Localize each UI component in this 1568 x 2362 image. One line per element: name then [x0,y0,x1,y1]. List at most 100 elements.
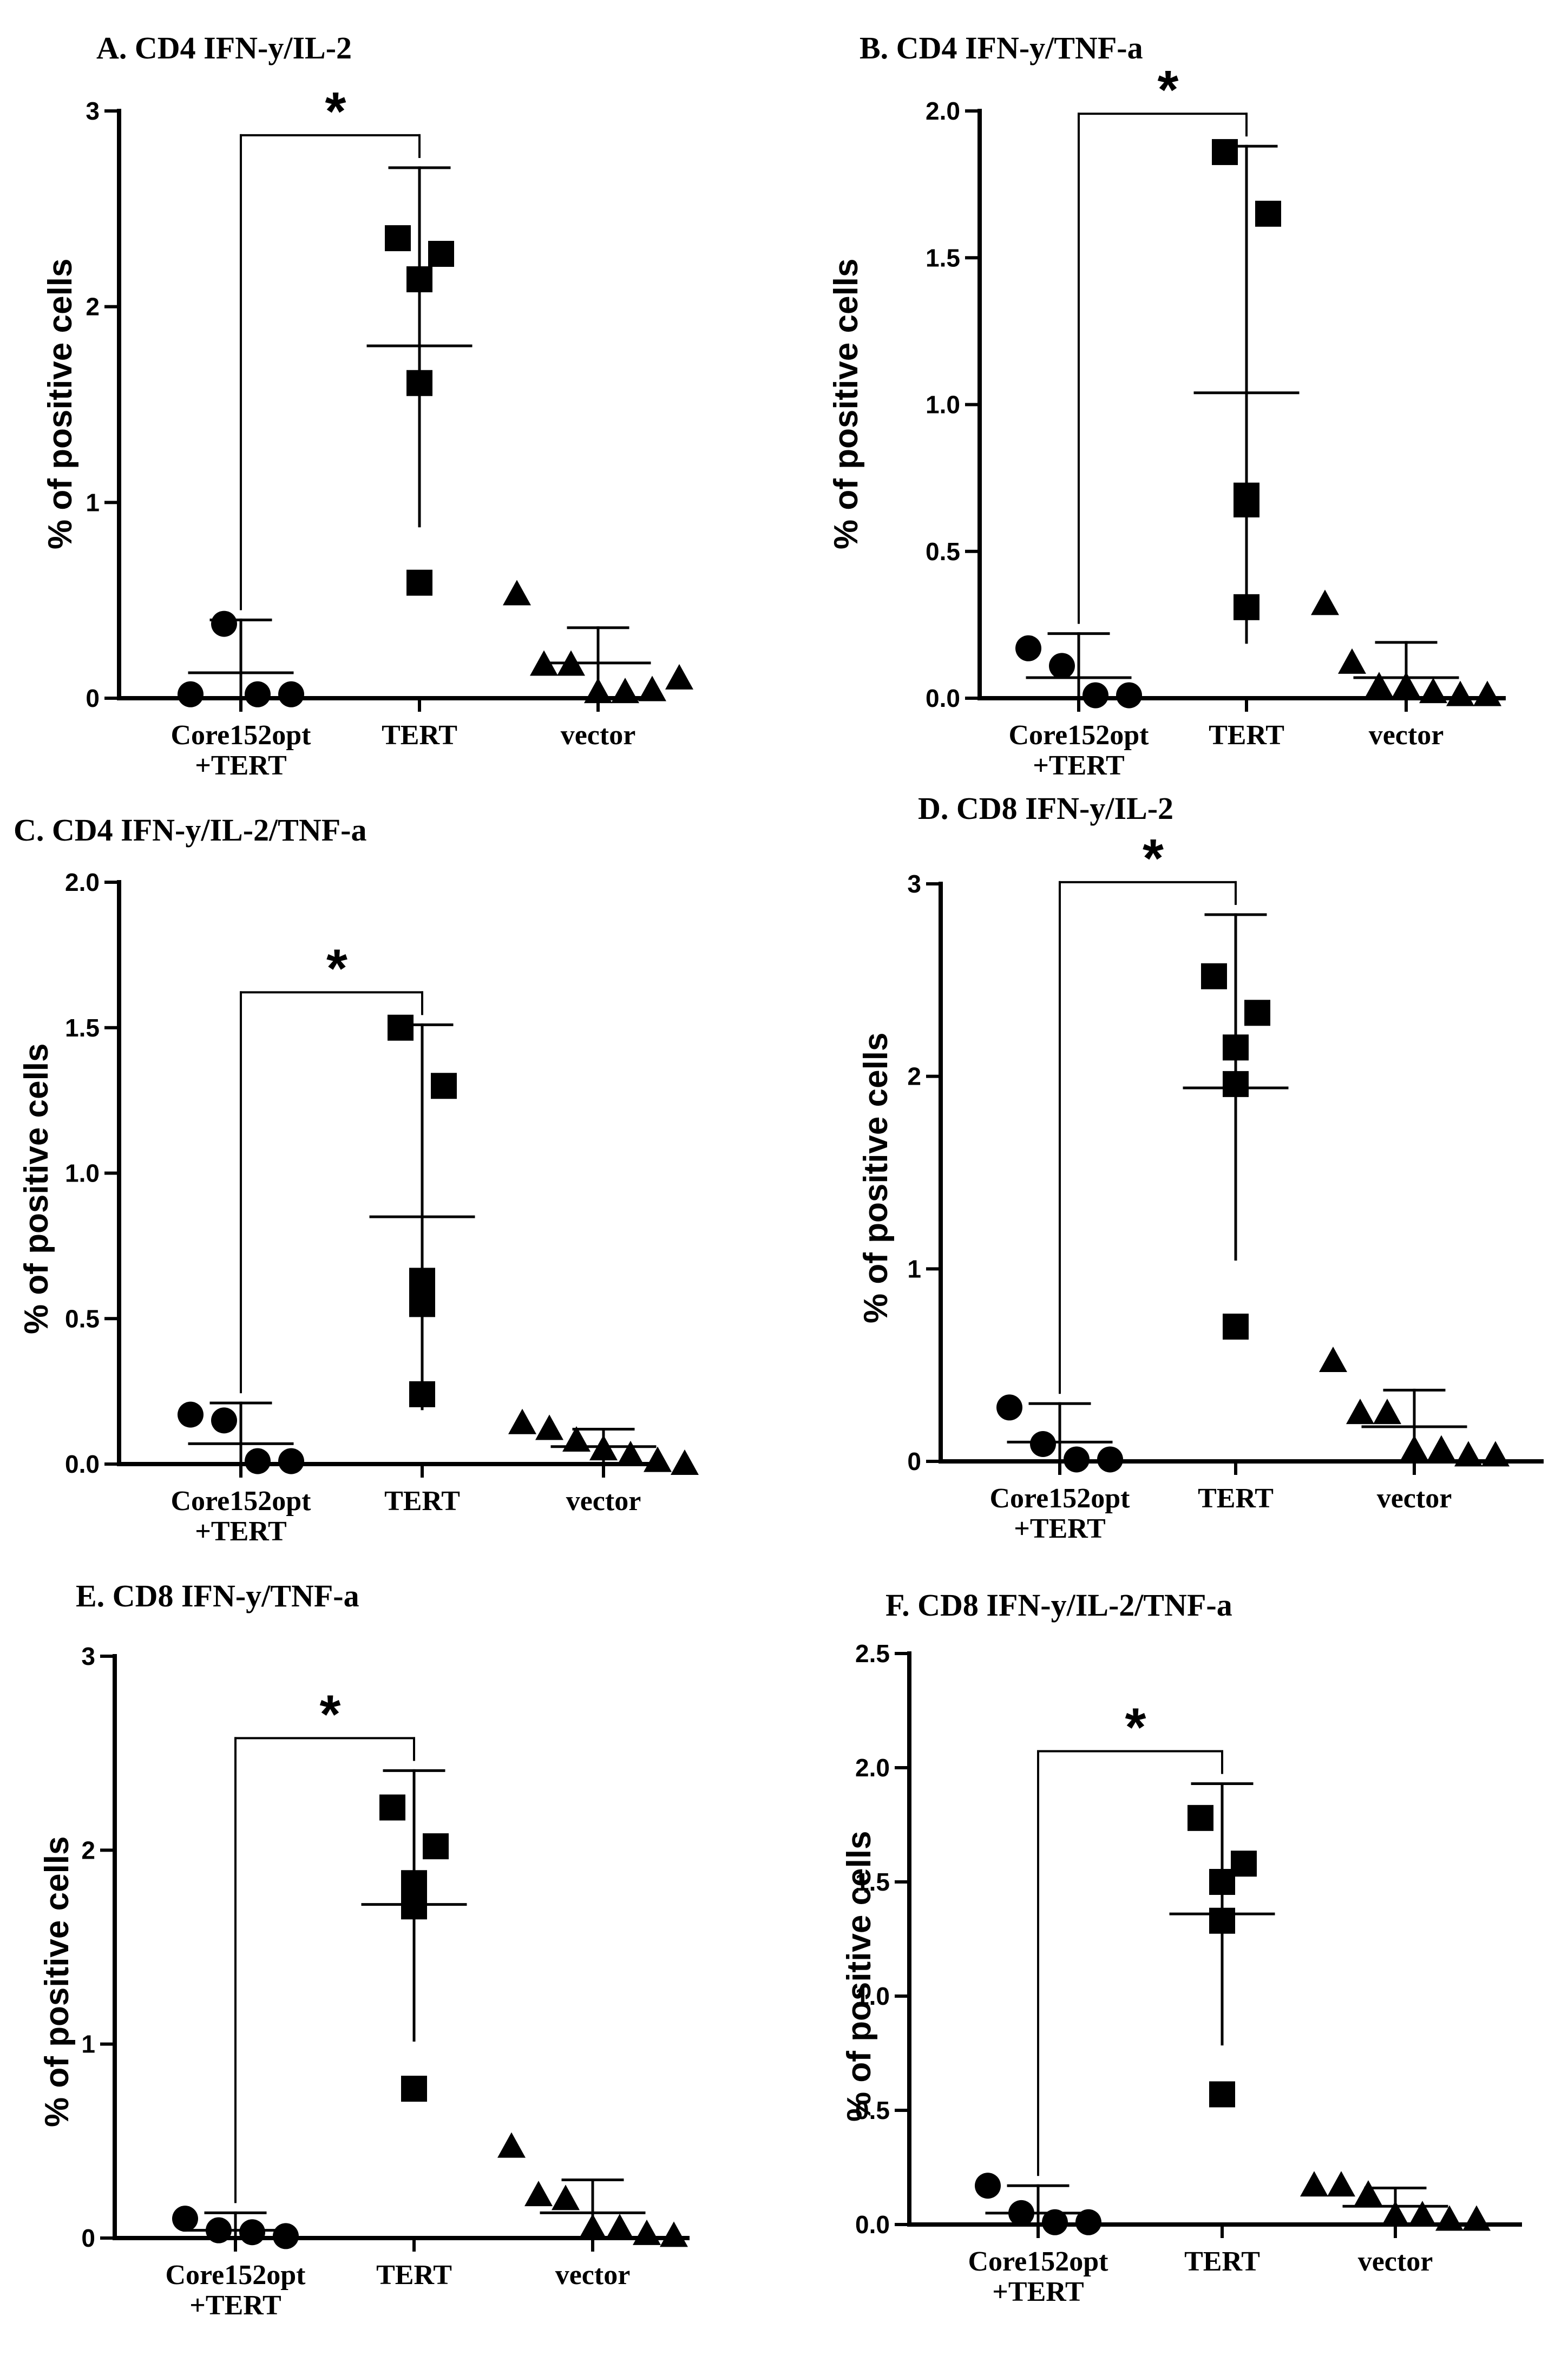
panel-title: D. CD8 IFN-y/IL-2 [918,791,1174,826]
panel-title: F. CD8 IFN-y/IL-2/TNF-a [885,1587,1232,1623]
x-tick-label: vector [561,720,636,751]
y-tick-label: 1.5 [65,1014,100,1042]
x-tick-label: vector [1369,720,1444,751]
x-tick-label-line: vector [561,720,636,751]
data-point-triangle [1481,1441,1510,1467]
data-point-circle [1042,2209,1068,2235]
data-point-circle [239,2219,265,2246]
data-point-square [409,1381,435,1407]
data-point-square [1234,594,1259,620]
data-point-triangle [1381,2201,1409,2227]
data-point-triangle [1319,1347,1347,1373]
data-point-triangle [497,2132,526,2158]
data-point-circle [1097,1446,1123,1473]
x-tick-label-line: +TERT [992,2276,1084,2307]
y-tick-label: 0 [907,1447,921,1475]
y-tick-label: 0.0 [926,684,960,712]
data-point-square [409,1268,435,1294]
y-tick-label: 3 [86,97,100,125]
data-point-circle [975,2173,1001,2199]
data-point-circle [1075,2209,1101,2235]
data-point-triangle [552,2184,580,2210]
y-tick-label: 0 [81,2224,95,2252]
data-point-triangle [1354,2180,1382,2206]
data-point-circle [278,1448,304,1474]
y-tick-label: 0.5 [65,1304,100,1333]
data-point-triangle [665,664,693,690]
y-tick-label: 1 [907,1255,921,1283]
x-tick-label-line: Core152opt [165,2260,306,2291]
significance-star: * [320,1684,341,1744]
scatter-plot: 0.0 0.5 1.0 1.5 2.0 2.5 Core152opt +TERT TERT vec… [855,1639,1522,2307]
data-point-triangle [579,2214,607,2240]
y-tick-label: 0.0 [855,2210,890,2239]
x-tick-label-line: +TERT [1033,750,1124,781]
data-point-circle [245,681,271,707]
x-tick-label-line: vector [1377,1483,1452,1514]
data-point-triangle [524,2181,553,2207]
data-point-triangle [1462,2205,1491,2231]
x-tick-label-line: TERT [1198,1483,1274,1514]
data-point-square [1188,1805,1213,1831]
significance-star: * [1143,828,1164,889]
data-point-square [1234,491,1259,517]
x-tick-label-line: vector [1358,2246,1433,2277]
y-tick-label: 2 [907,1062,921,1091]
data-point-circle [1082,682,1108,708]
significance-star: * [325,81,346,142]
data-point-triangle [1408,2201,1436,2227]
y-tick-label: 3 [907,870,921,898]
data-point-triangle [644,1446,672,1472]
y-tick-label: 0.0 [65,1450,100,1478]
data-point-triangle [557,650,585,676]
data-point-square [1255,200,1281,227]
y-tick-label: 0 [86,684,100,712]
data-point-triangle [1365,672,1393,698]
data-point-square [1212,139,1238,165]
data-point-square [1209,2081,1235,2108]
data-point-circle [178,681,204,707]
x-tick-label: TERT [1198,1483,1274,1514]
y-tick-label: 1.0 [926,391,960,419]
x-tick-label: Core152opt +TERT [1008,720,1149,781]
y-tick-label: 3 [81,1642,95,1670]
data-point-square [1201,963,1227,989]
data-point-triangle [606,2214,634,2240]
y-tick-label: 2 [86,293,100,321]
data-point-triangle [616,1440,645,1466]
data-point-square [1223,1314,1249,1340]
data-point-square [1223,1071,1249,1097]
data-point-square [1244,1000,1270,1026]
x-tick-label: TERT [384,1486,460,1517]
data-point-square [379,1794,405,1821]
x-tick-label: vector [1377,1483,1452,1514]
x-tick-label: TERT [376,2260,452,2291]
data-point-square [385,225,411,252]
panel-f: F. CD8 IFN-y/IL-2/TNF-a % of positive ce… [784,1548,1567,2322]
data-point-triangle [508,1408,536,1434]
data-point-square [1223,1034,1249,1061]
x-tick-label: Core152opt +TERT [165,2260,306,2321]
data-point-square [1209,1869,1235,1895]
panel-title: E. CD8 IFN-y/TNF-a [76,1578,359,1613]
data-point-square [401,1893,427,1920]
x-tick-label: vector [566,1486,641,1517]
x-tick-label: Core152opt +TERT [170,720,311,781]
data-point-circle [211,1407,237,1434]
data-point-triangle [503,580,531,606]
data-point-circle [278,681,304,707]
x-tick-label-line: +TERT [189,2290,281,2321]
data-point-circle [1116,682,1142,708]
data-point-triangle [1327,2171,1355,2197]
data-point-square [388,1014,414,1041]
y-tick-label: 1 [81,2030,95,2058]
data-point-triangle [535,1414,563,1440]
data-point-triangle [530,650,558,676]
x-tick-label: Core152opt +TERT [170,1486,311,1547]
x-tick-label-line: TERT [382,720,457,751]
x-tick-label: TERT [382,720,457,751]
data-point-triangle [1373,1399,1401,1425]
x-tick-label: TERT [1184,2246,1260,2277]
y-tick-label: 0.5 [926,537,960,566]
